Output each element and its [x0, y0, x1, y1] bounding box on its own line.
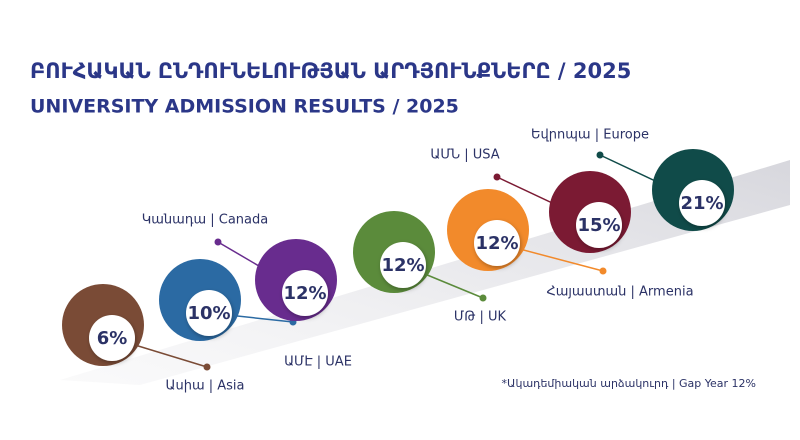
label-dot — [596, 151, 604, 159]
value-label: 6% — [97, 328, 128, 349]
value-badge — [380, 242, 426, 288]
value-badge — [186, 290, 232, 336]
value-badge — [89, 315, 135, 361]
region-label: Հայաստան | Armenia — [546, 285, 693, 300]
title: ԲՈՒՀԱԿԱՆ ԸՆԴՈՒՆԵԼՈՒԹՅԱՆ ԱՐԴՅՈՒՆՔՆԵՐԸ / 2… — [30, 59, 631, 83]
region-label: ՄԹ | UK — [454, 310, 507, 325]
subtitle: UNIVERSITY ADMISSION RESULTS / 2025 — [30, 96, 459, 118]
label-dot — [203, 363, 211, 371]
region-label: ԱՄԷ | UAE — [284, 355, 352, 370]
value-label: 21% — [680, 193, 723, 214]
value-badge — [474, 220, 520, 266]
value-badge — [679, 180, 725, 226]
label-dot — [599, 267, 607, 275]
label-dot — [493, 173, 501, 181]
footnote: *Ակադեմիական արձակուրդ | Gap Year 12% — [502, 377, 756, 390]
region-label: Ասիա | Asia — [166, 379, 245, 394]
label-dot — [214, 238, 222, 246]
value-badge — [576, 202, 622, 248]
label-dot — [479, 294, 487, 302]
value-label: 12% — [283, 283, 326, 304]
region-label: ԱՄՆ | USA — [430, 148, 499, 163]
region-label: Կանադա | Canada — [142, 213, 268, 228]
value-label: 15% — [577, 215, 620, 236]
value-label: 12% — [381, 255, 424, 276]
region-label: Եվրոպա | Europe — [531, 128, 649, 143]
value-badge — [282, 270, 328, 316]
value-label: 12% — [475, 233, 518, 254]
value-label: 10% — [187, 303, 230, 324]
